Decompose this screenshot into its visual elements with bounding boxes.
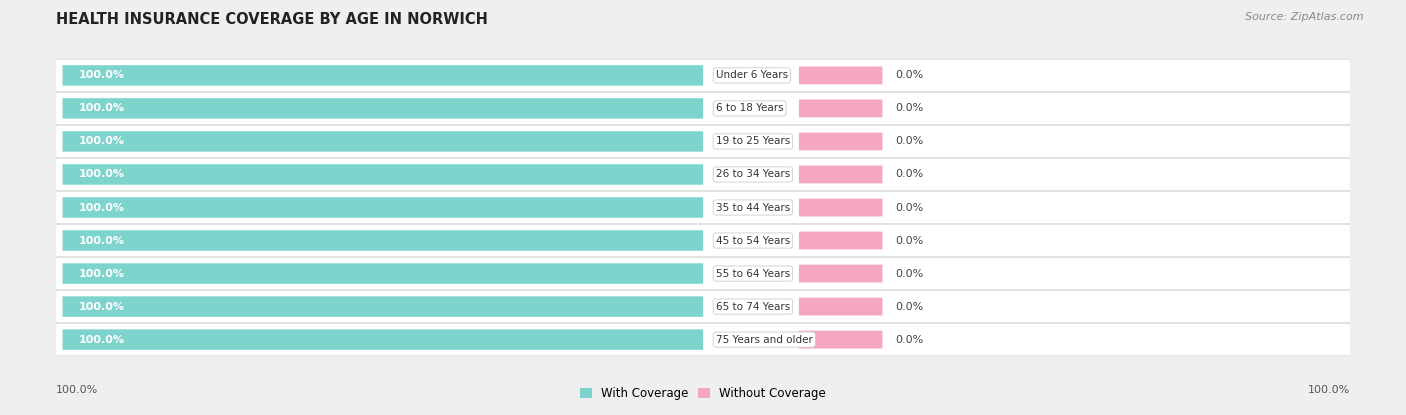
Text: 100.0%: 100.0% [79, 334, 125, 344]
Text: 0.0%: 0.0% [896, 203, 924, 212]
FancyBboxPatch shape [799, 66, 883, 84]
FancyBboxPatch shape [56, 225, 1350, 257]
Text: 0.0%: 0.0% [896, 334, 924, 344]
FancyBboxPatch shape [56, 158, 1350, 190]
FancyBboxPatch shape [56, 191, 1350, 224]
FancyBboxPatch shape [62, 296, 703, 317]
FancyBboxPatch shape [56, 125, 1350, 158]
FancyBboxPatch shape [799, 232, 883, 249]
Text: 100.0%: 100.0% [56, 385, 98, 395]
Text: 0.0%: 0.0% [896, 103, 924, 113]
Text: Under 6 Years: Under 6 Years [716, 71, 787, 81]
Text: 19 to 25 Years: 19 to 25 Years [716, 137, 790, 146]
Text: 100.0%: 100.0% [1308, 385, 1350, 395]
FancyBboxPatch shape [799, 199, 883, 216]
Text: 26 to 34 Years: 26 to 34 Years [716, 169, 790, 179]
Text: 45 to 54 Years: 45 to 54 Years [716, 236, 790, 246]
Text: 0.0%: 0.0% [896, 302, 924, 312]
Text: 0.0%: 0.0% [896, 169, 924, 179]
FancyBboxPatch shape [56, 92, 1350, 124]
FancyBboxPatch shape [799, 100, 883, 117]
FancyBboxPatch shape [799, 331, 883, 349]
FancyBboxPatch shape [799, 265, 883, 283]
Text: 100.0%: 100.0% [79, 103, 125, 113]
Text: 35 to 44 Years: 35 to 44 Years [716, 203, 790, 212]
Text: 75 Years and older: 75 Years and older [716, 334, 813, 344]
FancyBboxPatch shape [799, 132, 883, 150]
Text: 6 to 18 Years: 6 to 18 Years [716, 103, 783, 113]
FancyBboxPatch shape [62, 98, 703, 119]
FancyBboxPatch shape [56, 323, 1350, 356]
FancyBboxPatch shape [62, 330, 703, 350]
Text: 0.0%: 0.0% [896, 71, 924, 81]
FancyBboxPatch shape [56, 59, 1350, 92]
Text: 100.0%: 100.0% [79, 71, 125, 81]
Text: 0.0%: 0.0% [896, 137, 924, 146]
FancyBboxPatch shape [62, 263, 703, 284]
FancyBboxPatch shape [56, 290, 1350, 323]
FancyBboxPatch shape [62, 197, 703, 218]
Text: Source: ZipAtlas.com: Source: ZipAtlas.com [1246, 12, 1364, 22]
Legend: With Coverage, Without Coverage: With Coverage, Without Coverage [575, 383, 831, 405]
FancyBboxPatch shape [799, 166, 883, 183]
Text: 100.0%: 100.0% [79, 137, 125, 146]
Text: HEALTH INSURANCE COVERAGE BY AGE IN NORWICH: HEALTH INSURANCE COVERAGE BY AGE IN NORW… [56, 12, 488, 27]
FancyBboxPatch shape [62, 131, 703, 152]
Text: 100.0%: 100.0% [79, 269, 125, 278]
FancyBboxPatch shape [799, 298, 883, 315]
FancyBboxPatch shape [62, 65, 703, 85]
Text: 100.0%: 100.0% [79, 302, 125, 312]
FancyBboxPatch shape [56, 257, 1350, 290]
FancyBboxPatch shape [62, 164, 703, 185]
Text: 65 to 74 Years: 65 to 74 Years [716, 302, 790, 312]
Text: 100.0%: 100.0% [79, 236, 125, 246]
Text: 0.0%: 0.0% [896, 236, 924, 246]
Text: 100.0%: 100.0% [79, 169, 125, 179]
Text: 55 to 64 Years: 55 to 64 Years [716, 269, 790, 278]
Text: 0.0%: 0.0% [896, 269, 924, 278]
Text: 100.0%: 100.0% [79, 203, 125, 212]
FancyBboxPatch shape [62, 230, 703, 251]
